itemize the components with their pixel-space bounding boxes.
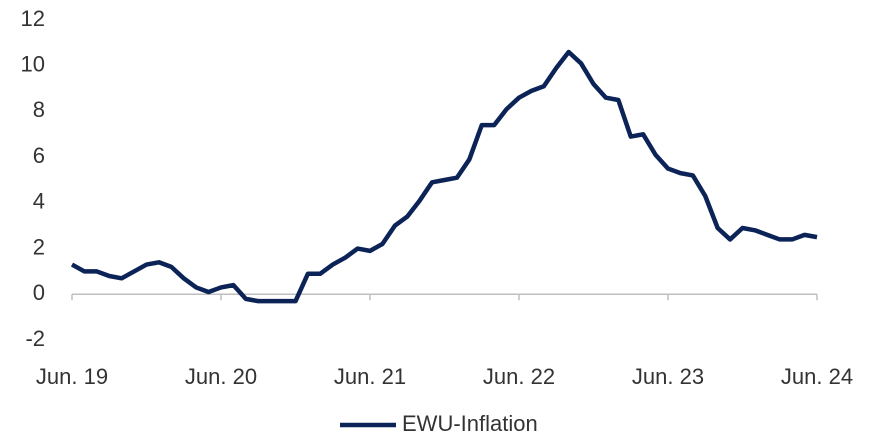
series-line	[70, 49, 818, 304]
y-tick-label: 2	[33, 234, 45, 259]
y-tick-label: 12	[21, 6, 45, 31]
y-tick-label: -2	[25, 326, 45, 351]
x-tick-label: Jun. 19	[36, 364, 108, 389]
x-tick-label: Jun. 21	[334, 364, 406, 389]
y-tick-label: 4	[33, 189, 45, 214]
x-tick-label: Jun. 24	[781, 364, 853, 389]
y-tick-label: 10	[21, 52, 45, 77]
y-tick-label: 8	[33, 97, 45, 122]
y-tick-label: 0	[33, 280, 45, 305]
y-tick-label: 6	[33, 143, 45, 168]
x-tick-label: Jun. 20	[185, 364, 257, 389]
x-tick-label: Jun. 22	[483, 364, 555, 389]
legend-label: EWU-Inflation	[402, 411, 538, 436]
x-tick-label: Jun. 23	[632, 364, 704, 389]
